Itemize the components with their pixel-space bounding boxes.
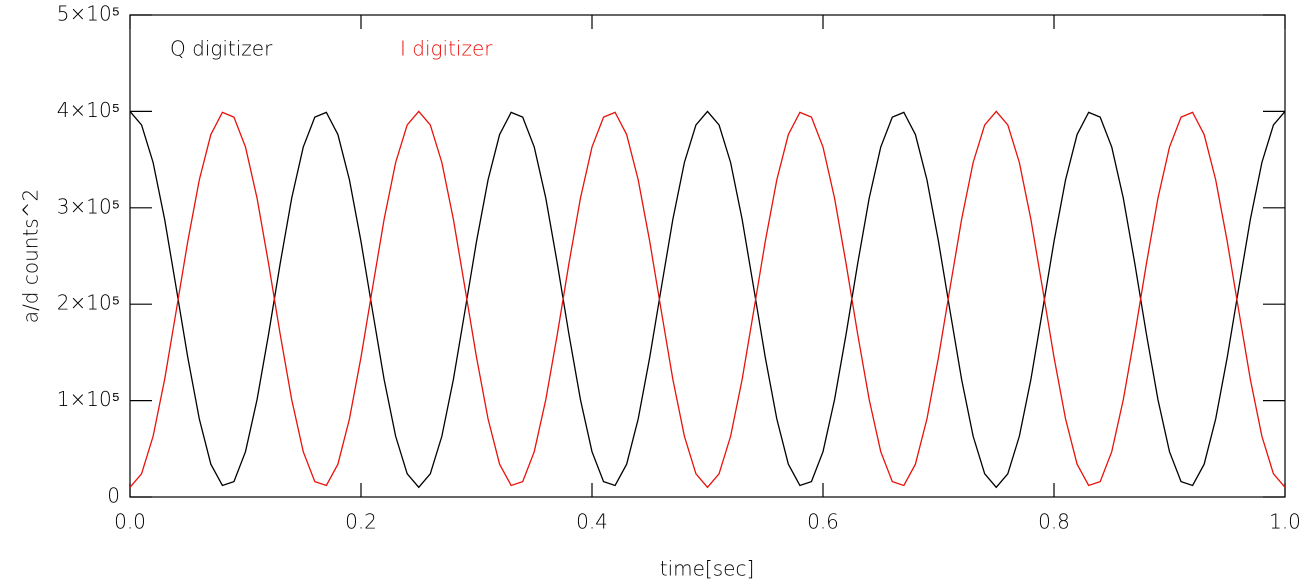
data-line: [129, 110, 1286, 489]
x-tick-label: 1.0: [1269, 510, 1301, 534]
data-line: [129, 110, 1286, 489]
y-tick-label: 0: [107, 484, 120, 508]
x-tick-label: 0.2: [345, 510, 377, 534]
y-tick-label: 3×10⁵: [57, 194, 120, 218]
legend-entry: Q digitizer: [170, 37, 273, 61]
x-axis-label: time[sec]: [660, 557, 755, 581]
plot-frame: [129, 14, 1286, 498]
legend-entry: I digitizer: [400, 37, 493, 61]
y-axis-label: a/d counts^2: [19, 189, 43, 323]
x-tick-label: 0.8: [1038, 510, 1070, 534]
y-tick-label: 2×10⁵: [57, 291, 120, 315]
y-tick-label: 1×10⁵: [57, 387, 120, 411]
x-tick-label: 0.4: [576, 510, 608, 534]
x-tick-label: 0.0: [114, 510, 146, 534]
y-tick-label: 5×10⁵: [57, 2, 120, 26]
y-tick-label: 4×10⁵: [57, 98, 120, 122]
x-tick-label: 0.6: [807, 510, 839, 534]
